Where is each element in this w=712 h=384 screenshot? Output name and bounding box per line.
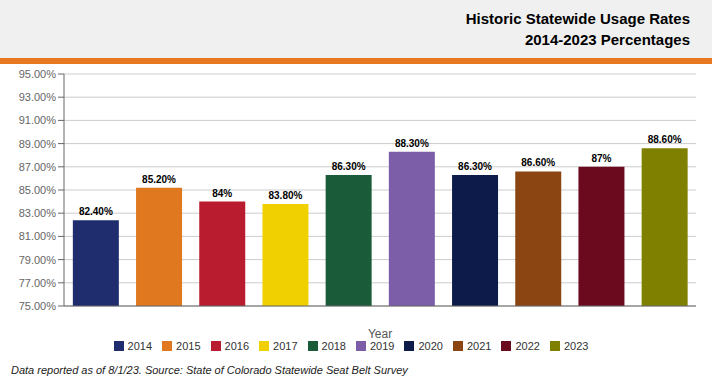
svg-text:88.60%: 88.60% [648,134,682,145]
svg-text:Year: Year [368,327,392,341]
svg-text:87%: 87% [591,153,611,164]
svg-text:93.00%: 93.00% [19,91,57,103]
html-text:2018: 2018 [321,340,346,352]
svg-text:89.00%: 89.00% [19,138,57,150]
svg-text:83.00%: 83.00% [19,207,57,219]
svg-text:82.40%: 82.40% [79,206,113,217]
svg-text:83.80%: 83.80% [268,190,302,201]
html-text:2020: 2020 [418,340,443,352]
svg-text:84%: 84% [212,188,232,199]
svg-text:79.00%: 79.00% [19,254,57,266]
svg-text:85.20%: 85.20% [142,174,176,185]
html-text:Data reported as of 8/1/23. So: Data reported as of 8/1/23. Source: Stat… [11,364,408,376]
svg-text:88.30%: 88.30% [395,138,429,149]
svg-text:91.00%: 91.00% [19,114,57,126]
html-text:2021: 2021 [467,340,492,352]
html-text:Historic Statewide Usage Rates: Historic Statewide Usage Rates [465,10,690,27]
svg-text:86.60%: 86.60% [521,157,555,168]
html-text:2023: 2023 [563,340,589,352]
svg-text:81.00%: 81.00% [19,230,57,242]
svg-text:95.00%: 95.00% [19,68,57,80]
svg-text:86.30%: 86.30% [458,161,492,172]
html-text:2019: 2019 [370,340,395,352]
svg-text:87.00%: 87.00% [19,161,57,173]
svg-text:86.30%: 86.30% [332,161,366,172]
html-text:2016: 2016 [224,340,249,352]
html-text:2014-2023 Percentages: 2014-2023 Percentages [524,31,690,48]
svg-text:77.00%: 77.00% [19,277,57,289]
svg-text:75.00%: 75.00% [19,300,57,312]
html-text:2015: 2015 [176,340,201,352]
html-text:2014: 2014 [127,340,153,352]
html-text:2022: 2022 [515,340,540,352]
html-text:2017: 2017 [273,340,298,352]
svg-text:85.00%: 85.00% [19,184,57,196]
